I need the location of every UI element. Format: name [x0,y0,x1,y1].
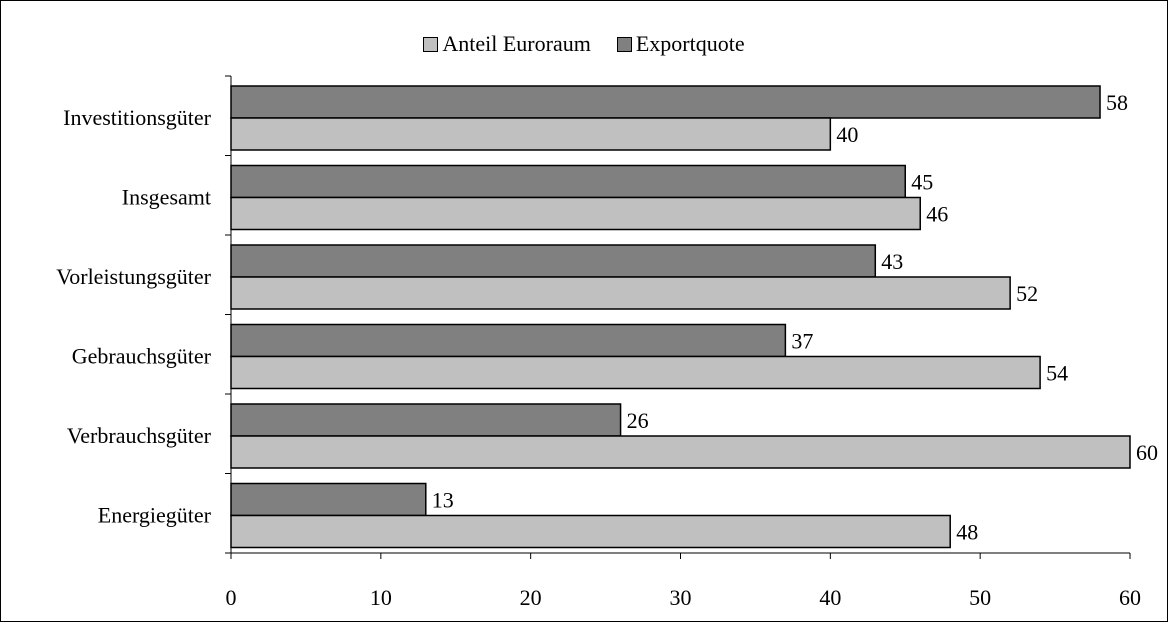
bar-exportquote-verbrauchsgüter [230,403,622,437]
legend-label-exportquote: Exportquote [635,31,745,56]
data-label: 13 [432,488,454,513]
bar-anteil-euroraum-gebrauchsgüter [230,355,1041,390]
legend-entry-anteil-euroraum: Anteil Euroraum [423,31,591,57]
bar-anteil-euroraum-verbrauchsgüter [230,435,1131,469]
data-label: 54 [1046,361,1068,386]
category-label: Insgesamt [122,185,211,210]
x-tick-label: 0 [226,585,237,610]
category-label: Verbrauchsgüter [67,423,212,448]
data-label: 26 [627,408,649,433]
data-label: 60 [1136,440,1158,465]
legend: Anteil Euroraum Exportquote [1,31,1167,57]
category-label: Vorleistungsgüter [56,264,211,289]
bar-exportquote-investitionsgüter [230,85,1101,119]
data-label: 40 [836,122,858,147]
x-tick-label: 60 [1119,585,1141,610]
x-tick-label: 40 [819,585,841,610]
bar-exportquote-energiegüter [230,482,427,517]
bar-anteil-euroraum-investitionsgüter [230,117,832,151]
data-label: 52 [1016,281,1038,306]
legend-label-anteil-euroraum: Anteil Euroraum [442,31,591,56]
legend-entry-exportquote: Exportquote [616,31,745,57]
legend-swatch-anteil-euroraum [423,36,439,52]
data-label: 37 [791,329,813,354]
legend-swatch-exportquote [616,36,632,52]
category-label: Gebrauchsgüter [72,344,212,369]
data-label: 48 [956,520,978,545]
data-label: 46 [926,202,948,227]
bar-anteil-euroraum-vorleistungsgüter [230,276,1011,310]
bar-exportquote-gebrauchsgüter [230,323,787,358]
bar-exportquote-vorleistungsgüter [230,244,877,278]
data-label: 43 [881,249,903,274]
category-label: Investitionsgüter [63,105,212,130]
x-tick-label: 10 [370,585,392,610]
bar-anteil-euroraum-insgesamt [230,196,921,231]
x-tick-label: 20 [520,585,542,610]
category-label: Energiegüter [98,503,212,528]
data-label: 58 [1106,90,1128,115]
bar-exportquote-insgesamt [230,164,906,199]
bar-anteil-euroraum-energiegüter [230,514,951,549]
x-tick-label: 30 [670,585,692,610]
x-tick-label: 50 [969,585,991,610]
data-label: 45 [911,170,933,195]
